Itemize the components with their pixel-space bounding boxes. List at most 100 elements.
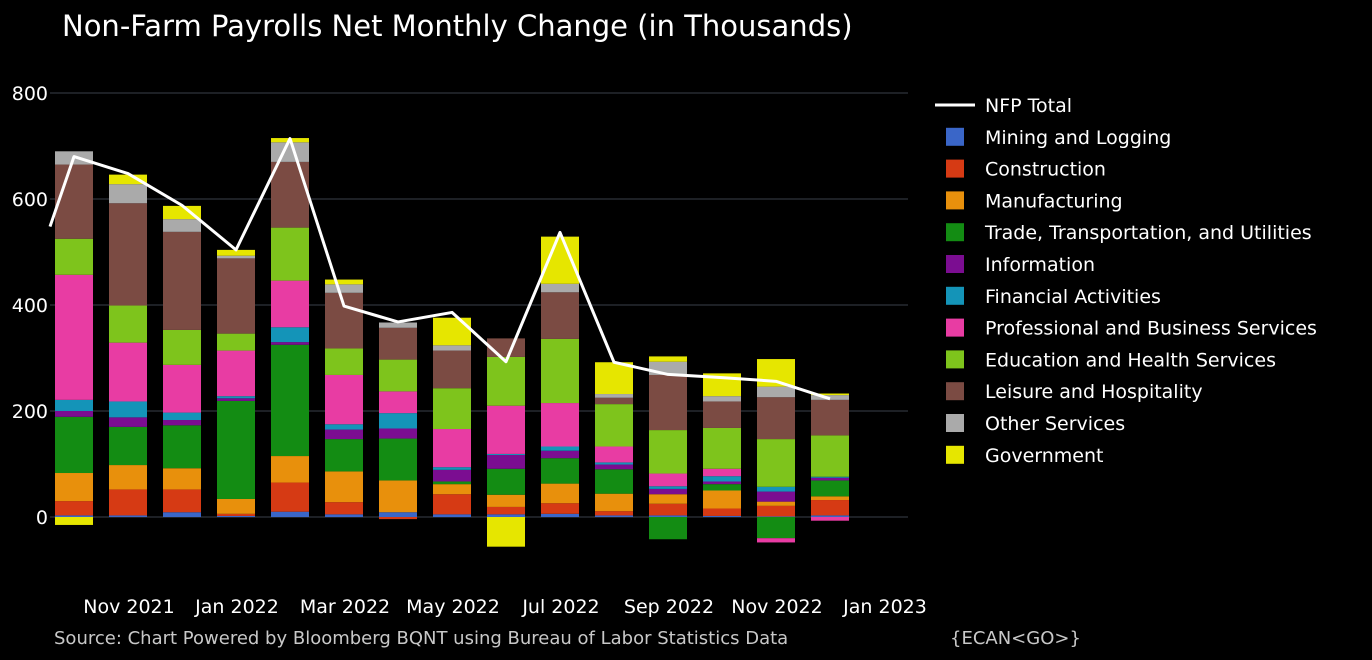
bar-segment-construction — [595, 511, 633, 516]
bar-segment-trade-transportation-and-utilities — [757, 517, 795, 539]
bar-segment-education-and-health-services — [55, 238, 93, 275]
bar-segment-trade-transportation-and-utilities — [487, 468, 525, 495]
bar-segment-trade-transportation-and-utilities — [55, 416, 93, 474]
bar-segment-information — [109, 417, 147, 427]
bar-segment-information — [163, 420, 201, 426]
legend-swatch-government — [946, 445, 964, 464]
bar-segment-leisure-and-hospitality — [541, 292, 579, 339]
bar-segment-construction — [163, 489, 201, 513]
bar-segment-information — [217, 398, 255, 401]
bar-segment-education-and-health-services — [541, 338, 579, 404]
legend-label-leisure-and-hospitality: Leisure and Hospitality — [985, 381, 1203, 403]
bar-segment-construction — [109, 489, 147, 516]
bar-segment-construction — [379, 517, 417, 520]
bar-stack-jun-2022 — [487, 338, 525, 547]
bar-segment-other-services — [217, 255, 255, 259]
bar-segment-government — [595, 362, 633, 395]
x-tick-label: May 2022 — [406, 596, 500, 618]
bar-segment-professional-and-business-services — [487, 405, 525, 454]
bar-segment-other-services — [433, 345, 471, 351]
bar-segment-leisure-and-hospitality — [757, 397, 795, 440]
bar-segment-professional-and-business-services — [163, 364, 201, 413]
bar-segment-construction — [811, 500, 849, 516]
legend-label-manufacturing: Manufacturing — [985, 190, 1123, 212]
bar-segment-professional-and-business-services — [649, 473, 687, 487]
bar-stack-aug-2022 — [595, 362, 633, 517]
bar-segment-financial-activities — [217, 396, 255, 399]
bar-stack-oct-2022 — [703, 373, 741, 517]
bar-stack-dec-2022 — [811, 393, 849, 521]
bar-segment-information — [487, 454, 525, 469]
bar-segment-mining-and-logging — [811, 515, 849, 517]
bar-stack-apr-2022 — [379, 322, 417, 520]
bar-segment-mining-and-logging — [217, 515, 255, 517]
bar-segment-professional-and-business-services — [217, 350, 255, 397]
bar-segment-financial-activities — [757, 486, 795, 492]
bar-segment-education-and-health-services — [811, 435, 849, 477]
bar-segment-professional-and-business-services — [595, 446, 633, 463]
bar-segment-mining-and-logging — [163, 512, 201, 517]
bar-segment-financial-activities — [595, 462, 633, 465]
bar-segment-construction — [325, 502, 363, 515]
legend-swatch-financial-activities — [946, 286, 964, 305]
y-tick-label: 0 — [36, 507, 48, 529]
bar-segment-construction — [271, 482, 309, 512]
bar-segment-professional-and-business-services — [541, 403, 579, 447]
bar-segment-construction — [703, 508, 741, 516]
bar-segment-financial-activities — [55, 399, 93, 411]
bar-segment-mining-and-logging — [703, 515, 741, 517]
bar-segment-manufacturing — [109, 465, 147, 490]
bar-segment-leisure-and-hospitality — [163, 231, 201, 330]
legend-swatch-trade-transportation-and-utilities — [946, 223, 964, 242]
bar-segment-manufacturing — [487, 494, 525, 507]
bar-segment-financial-activities — [325, 424, 363, 430]
bar-segment-education-and-health-services — [163, 329, 201, 365]
bar-segment-professional-and-business-services — [757, 538, 795, 543]
bar-segment-mining-and-logging — [757, 516, 795, 517]
x-tick-label: Sep 2022 — [624, 596, 714, 618]
legend-swatch-mining-and-logging — [946, 127, 964, 146]
bar-segment-education-and-health-services — [487, 356, 525, 406]
bar-segment-leisure-and-hospitality — [379, 327, 417, 360]
bar-segment-trade-transportation-and-utilities — [109, 426, 147, 466]
bar-segment-construction — [757, 505, 795, 517]
bar-segment-financial-activities — [379, 413, 417, 429]
bar-segment-mining-and-logging — [379, 512, 417, 517]
bar-segment-financial-activities — [649, 486, 687, 489]
y-tick-label: 800 — [12, 83, 48, 105]
x-tick-label: Mar 2022 — [300, 596, 390, 618]
x-tick-label: Nov 2021 — [83, 596, 174, 618]
bar-segment-information — [271, 342, 309, 345]
x-tick-label: Jul 2022 — [521, 596, 599, 618]
bar-segment-trade-transportation-and-utilities — [649, 517, 687, 540]
bar-segment-leisure-and-hospitality — [703, 401, 741, 428]
x-tick-label: Nov 2022 — [731, 596, 822, 618]
bar-segment-leisure-and-hospitality — [649, 374, 687, 431]
bar-segment-trade-transportation-and-utilities — [271, 344, 309, 457]
bar-segment-other-services — [703, 396, 741, 402]
legend-label-financial-activities: Financial Activities — [985, 286, 1161, 308]
bar-segment-manufacturing — [433, 484, 471, 495]
bar-segment-mining-and-logging — [595, 515, 633, 517]
legend-label-other-services: Other Services — [985, 413, 1125, 435]
bar-segment-information — [541, 450, 579, 459]
bar-segment-government — [433, 317, 471, 346]
bar-segment-mining-and-logging — [109, 515, 147, 517]
bar-segment-manufacturing — [163, 468, 201, 490]
bar-segment-trade-transportation-and-utilities — [541, 458, 579, 484]
bar-segment-other-services — [595, 394, 633, 398]
bar-segment-information — [811, 477, 849, 481]
bar-segment-professional-and-business-services — [271, 280, 309, 328]
bar-segment-information — [55, 411, 93, 417]
x-axis: Nov 2021 Jan 2022 Mar 2022 May 2022 Jul 2022… — [83, 596, 927, 618]
y-tick-label: 200 — [12, 401, 48, 423]
bar-segment-manufacturing — [55, 473, 93, 502]
bar-segment-manufacturing — [541, 483, 579, 504]
bar-segment-trade-transportation-and-utilities — [433, 481, 471, 485]
y-tick-label: 400 — [12, 295, 48, 317]
bar-segment-government — [109, 174, 147, 185]
bar-stack-mar-2022 — [325, 279, 363, 517]
legend-label-construction: Construction — [985, 159, 1106, 181]
bar-segment-manufacturing — [757, 501, 795, 506]
legend-label-government: Government — [985, 445, 1104, 467]
